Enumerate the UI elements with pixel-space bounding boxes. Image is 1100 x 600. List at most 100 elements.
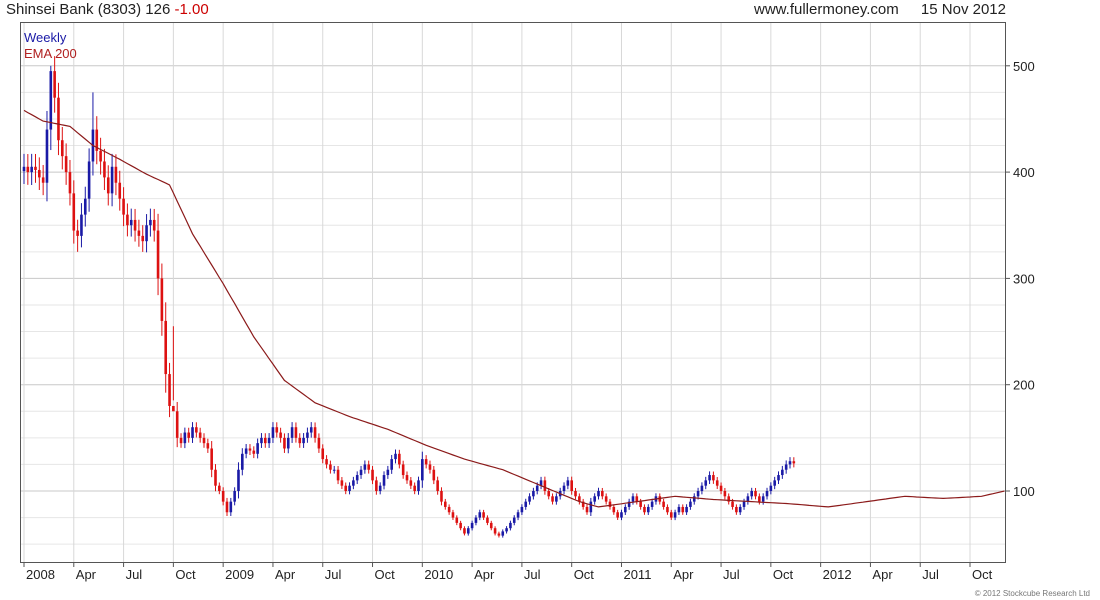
candle-body — [428, 464, 432, 470]
candle — [244, 444, 248, 459]
candle-body — [294, 427, 298, 438]
candle-body — [574, 491, 577, 497]
candle — [650, 498, 654, 510]
candle-body — [187, 432, 190, 438]
candle — [474, 515, 478, 526]
candle — [723, 487, 727, 500]
grid-layer — [21, 23, 1005, 562]
candle — [509, 520, 512, 531]
candle-body — [624, 506, 627, 513]
candle-body — [421, 459, 424, 481]
candle — [126, 203, 129, 237]
candle-body — [761, 496, 765, 502]
candle-body — [179, 437, 183, 444]
candle — [206, 438, 210, 453]
candle-body — [325, 459, 328, 465]
candle — [382, 471, 386, 490]
candle-body — [401, 464, 405, 476]
candle — [332, 465, 336, 474]
candle — [122, 187, 125, 227]
candle — [252, 446, 256, 459]
candle — [233, 487, 236, 506]
candle — [765, 487, 769, 500]
candle — [313, 422, 317, 443]
candle — [669, 509, 673, 520]
candle-body — [451, 512, 455, 518]
candle — [505, 526, 508, 534]
candle — [22, 153, 26, 185]
ema-line — [23, 109, 1005, 508]
candle — [436, 476, 439, 495]
y-tick-label: 500 — [1013, 59, 1035, 74]
candle — [409, 477, 413, 490]
x-tick-label: Oct — [574, 567, 595, 582]
candle-body — [512, 517, 516, 523]
candle-body — [129, 219, 133, 226]
candle-body — [30, 166, 33, 173]
candle — [156, 213, 160, 296]
candle — [489, 520, 493, 531]
candle-body — [532, 491, 535, 497]
site-link[interactable]: www.fullermoney.com — [753, 1, 899, 18]
date-label: 15 Nov 2012 — [920, 1, 1006, 18]
candle — [118, 170, 122, 211]
candle-body — [727, 496, 731, 502]
candle-body — [578, 496, 581, 502]
candle — [302, 433, 305, 448]
candle-body — [332, 469, 336, 471]
candle-body — [378, 485, 382, 491]
candle-body — [593, 496, 596, 502]
candle — [386, 465, 390, 479]
candle-body — [348, 485, 351, 491]
candle-body — [390, 459, 393, 470]
candle-body — [662, 501, 665, 507]
candle-body — [482, 512, 485, 518]
candle — [578, 493, 581, 505]
candle — [417, 476, 420, 495]
candle-body — [359, 469, 363, 476]
candle-body — [233, 491, 236, 502]
legend-ema: EMA 200 — [24, 46, 77, 61]
candle-body — [340, 480, 344, 486]
candle — [662, 498, 665, 510]
candle-body — [218, 485, 221, 491]
candle-body — [45, 129, 49, 183]
axis-layer: 100 200 300 400 500 2008 Apr Jul Oct 2009 Apr Jul Oc… — [23, 59, 1035, 582]
candle — [524, 498, 528, 510]
candle-body — [156, 230, 160, 279]
candle — [781, 465, 784, 479]
candle — [237, 462, 240, 499]
candle-body — [769, 485, 773, 491]
candle-body — [738, 506, 742, 513]
candle-body — [283, 437, 286, 449]
candle-body — [191, 427, 194, 438]
candle — [440, 487, 443, 506]
candle — [570, 476, 573, 495]
candle-body — [229, 501, 233, 513]
candle — [627, 498, 631, 510]
candle-body — [256, 443, 259, 454]
candle — [486, 515, 489, 526]
x-tick-label: Oct — [375, 567, 396, 582]
candle-body — [742, 501, 746, 507]
candle — [53, 56, 56, 113]
candle — [738, 504, 742, 515]
candle — [466, 526, 470, 536]
candle-body — [447, 506, 451, 513]
candle — [160, 263, 164, 336]
candle — [666, 504, 669, 515]
candle — [87, 148, 91, 212]
candle-body — [298, 437, 302, 444]
plot-area — [20, 22, 1006, 563]
candle-body — [118, 182, 122, 199]
candle-body — [528, 496, 531, 502]
candle-body — [489, 522, 493, 529]
x-tick-label: Apr — [872, 567, 893, 582]
candle-body — [405, 475, 409, 481]
candle-body — [765, 491, 769, 497]
candle-body — [646, 506, 650, 513]
candle — [761, 493, 765, 505]
candle-body — [620, 512, 623, 518]
candle — [378, 482, 382, 495]
candle — [260, 433, 263, 448]
